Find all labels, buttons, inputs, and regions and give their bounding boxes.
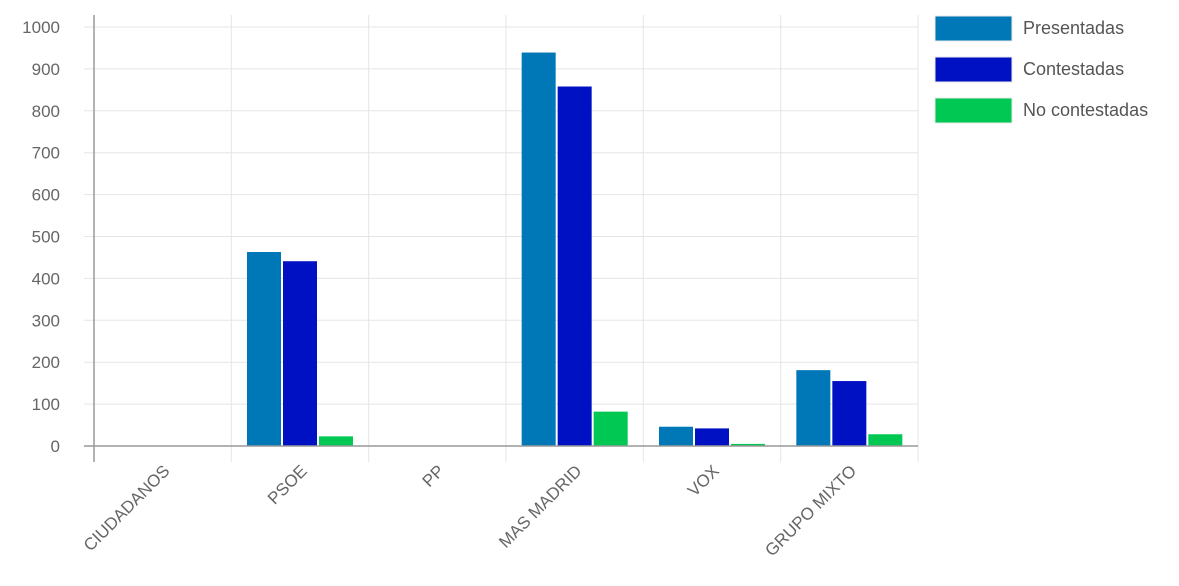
x-axis-ticks: CIUDADANOS PSOE PP MAS MADRID VOX GRUPO MIXTO xyxy=(80,461,860,560)
x-tick-label: VOX xyxy=(684,461,723,500)
y-tick-label: 900 xyxy=(32,60,60,79)
x-tick-label: PSOE xyxy=(264,461,311,508)
x-tick-label: CIUDADANOS xyxy=(80,461,174,555)
x-tick-label: MAS MADRID xyxy=(495,461,585,551)
y-tick-label: 600 xyxy=(32,186,60,205)
legend-label-presentadas: Presentadas xyxy=(1023,18,1124,38)
bar-contestadas xyxy=(557,86,592,447)
y-tick-label: 0 xyxy=(51,437,60,456)
x-tick-label: PP xyxy=(419,461,448,490)
y-tick-label: 100 xyxy=(32,395,60,414)
y-tick-label: 700 xyxy=(32,144,60,163)
axes xyxy=(84,15,918,462)
bar-no-contestadas xyxy=(593,411,628,446)
legend-swatch-presentadas xyxy=(934,15,1013,42)
legend-swatch-contestadas xyxy=(934,56,1013,83)
bar-contestadas xyxy=(695,428,729,446)
y-tick-label: 800 xyxy=(32,102,60,121)
y-tick-label: 400 xyxy=(32,269,60,288)
bar-contestadas xyxy=(283,261,317,446)
bar-contestadas xyxy=(832,381,867,446)
bar-presentadas xyxy=(521,52,556,447)
legend: Presentadas Contestadas No contestadas xyxy=(934,15,1148,124)
y-axis-ticks: 0 100 200 300 400 500 600 700 800 900 1000 xyxy=(22,18,60,456)
y-tick-label: 500 xyxy=(32,228,60,247)
y-tick-label: 300 xyxy=(32,311,60,330)
bar-no-contestadas xyxy=(319,436,353,446)
bar-presentadas xyxy=(247,252,281,446)
bars xyxy=(247,52,903,447)
x-tick-label: GRUPO MIXTO xyxy=(761,461,860,560)
bar-presentadas xyxy=(659,426,693,446)
bar-presentadas xyxy=(796,370,831,446)
legend-label-contestadas: Contestadas xyxy=(1023,59,1124,79)
grid xyxy=(84,15,919,462)
y-tick-label: 200 xyxy=(32,353,60,372)
legend-label-no-contestadas: No contestadas xyxy=(1023,100,1148,120)
bar-no-contestadas xyxy=(731,443,765,446)
y-tick-label: 1000 xyxy=(22,18,60,37)
legend-swatch-no-contestadas xyxy=(934,97,1013,124)
bar-no-contestadas xyxy=(868,434,903,446)
